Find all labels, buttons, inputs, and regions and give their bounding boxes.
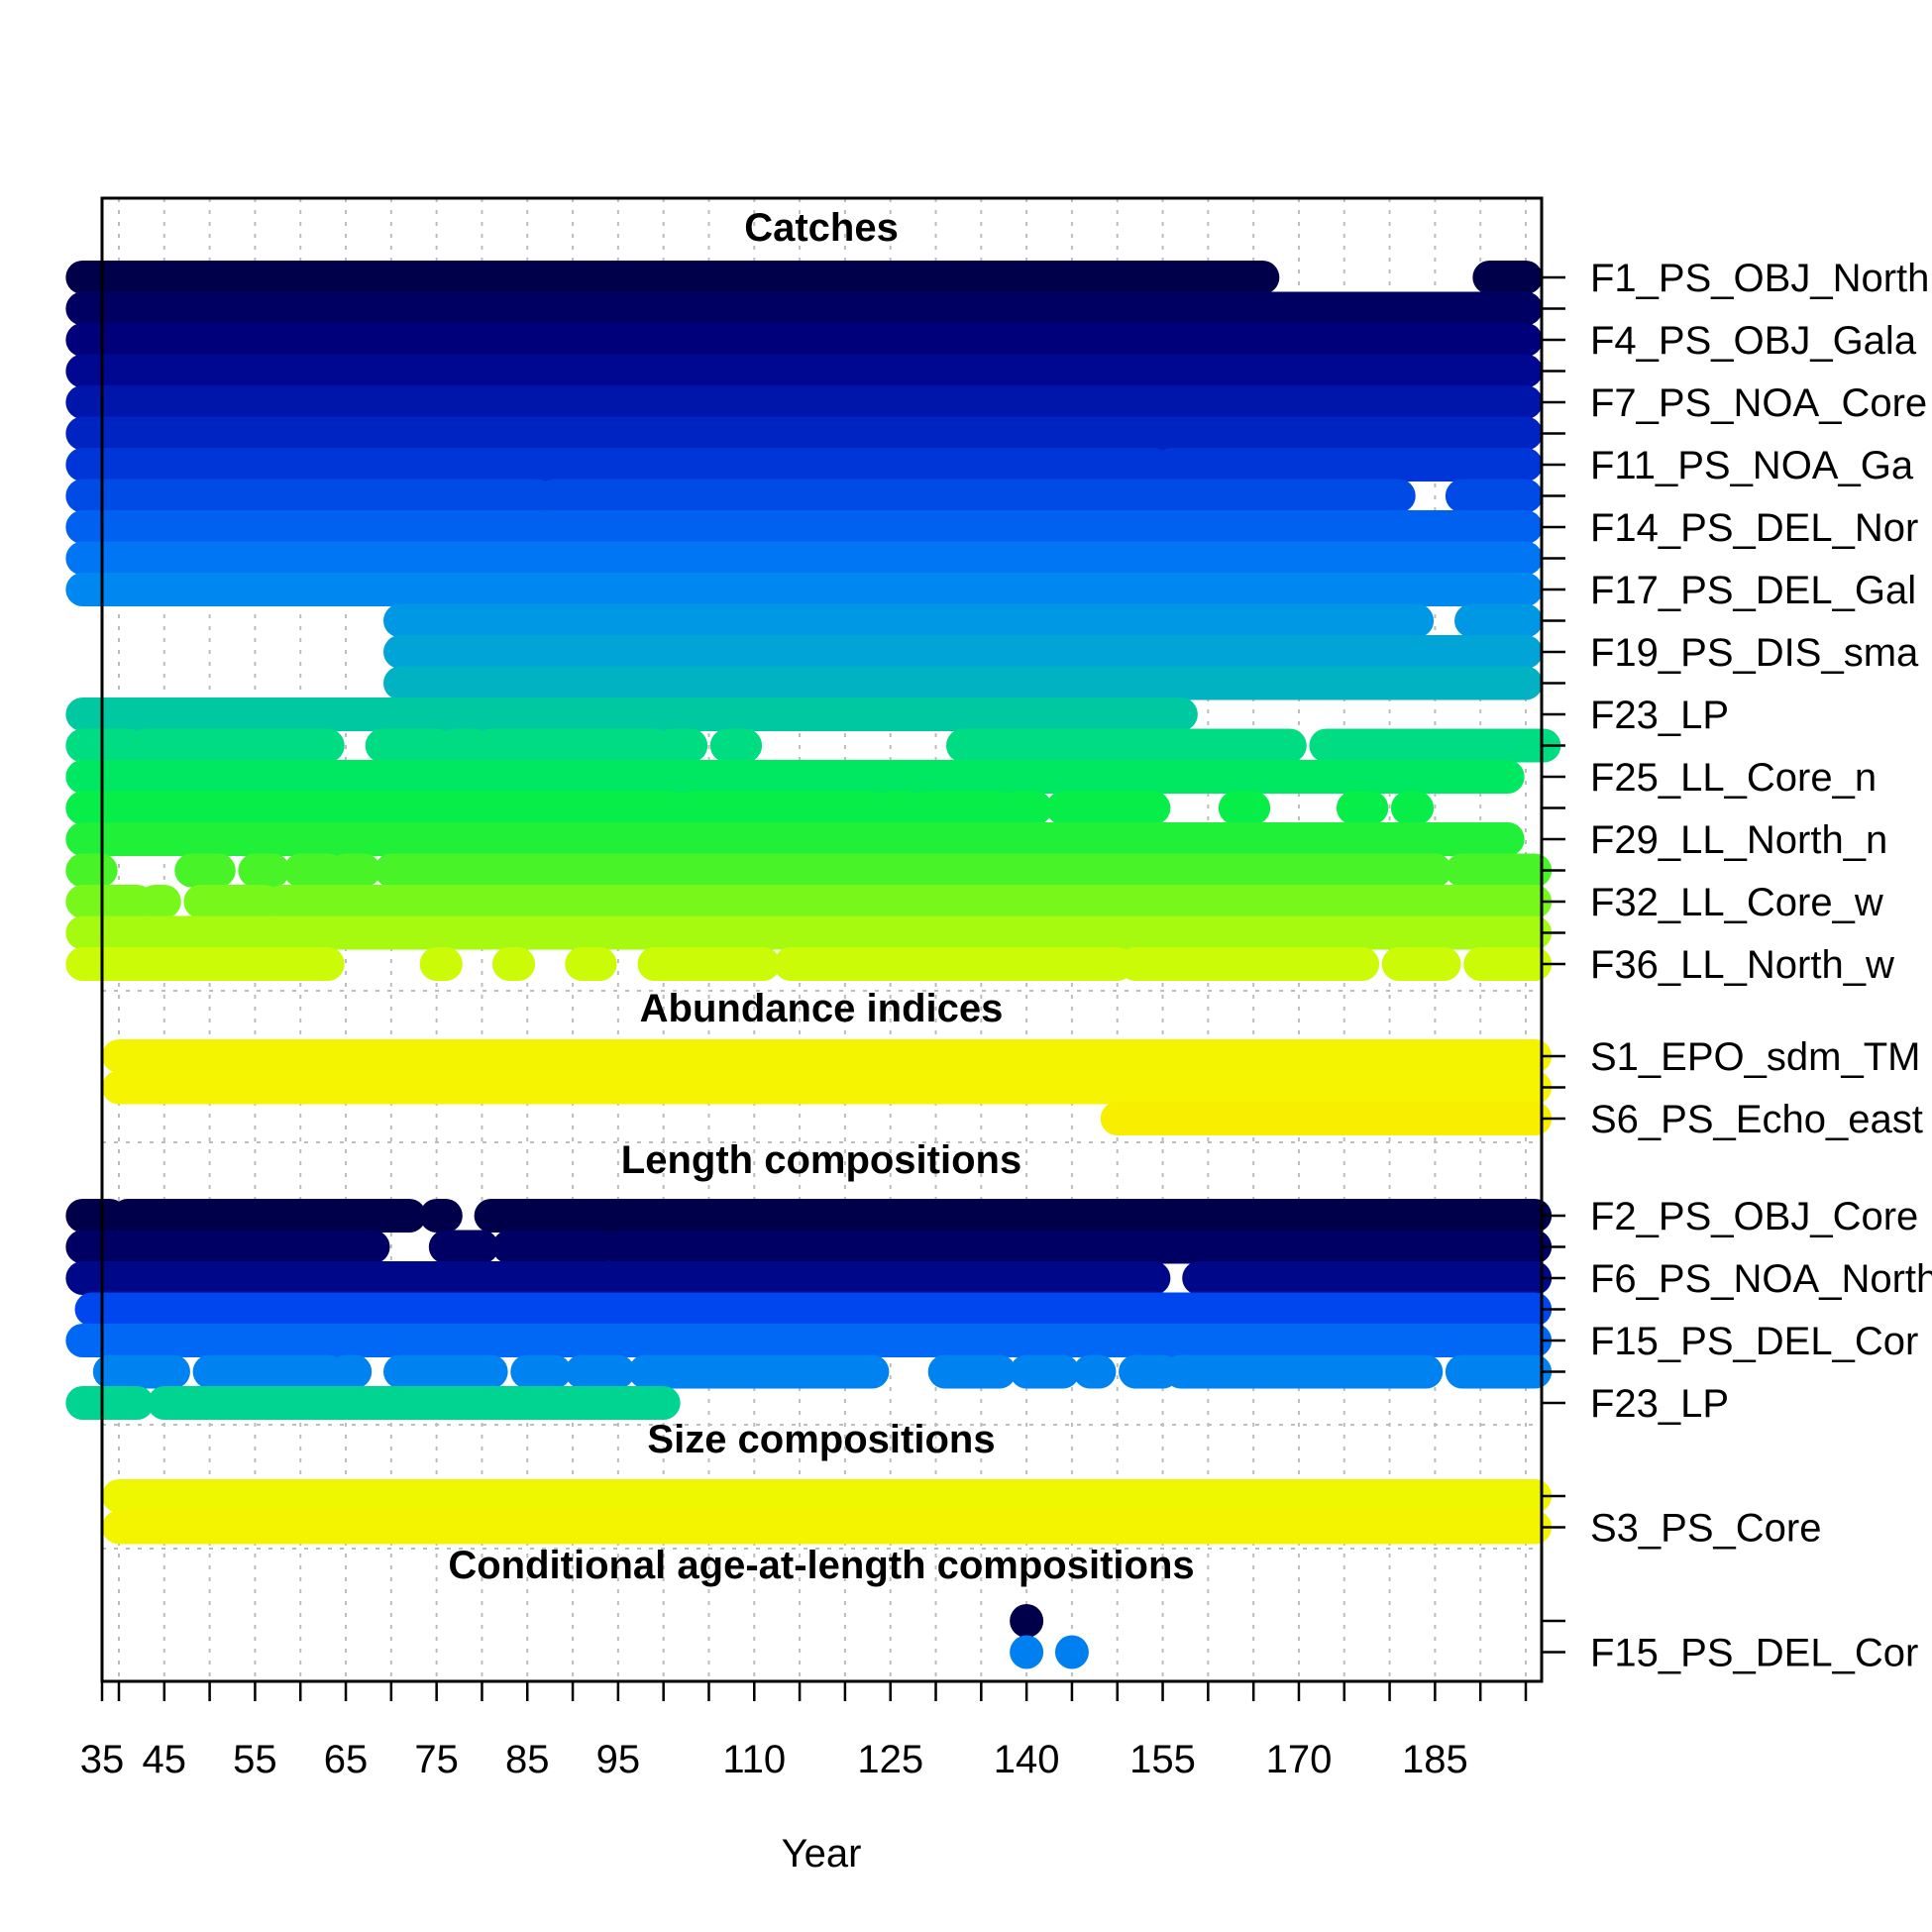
fleet-label: F25_LL_Core_n xyxy=(1590,756,1877,800)
fleet-label: F36_LL_North_w xyxy=(1590,943,1894,987)
x-tick-label: 35 xyxy=(80,1738,125,1781)
x-tick-label: 75 xyxy=(414,1738,459,1781)
x-tick-label: 155 xyxy=(1129,1738,1196,1781)
x-axis: 35 45 55 65 75 85 95 110 125 140 155 170 185 xyxy=(80,1681,1528,1781)
x-axis-label: Year xyxy=(782,1832,862,1876)
section-title: Catches xyxy=(744,206,899,250)
fleet-label: F1_PS_OBJ_North xyxy=(1590,257,1929,300)
section-title: Conditional age-at-length compositions xyxy=(448,1544,1194,1587)
x-tick-label: 125 xyxy=(857,1738,923,1781)
x-tick-label: 85 xyxy=(505,1738,550,1781)
x-tick-label: 45 xyxy=(143,1738,187,1781)
plot-frame xyxy=(100,196,1544,1683)
section-title: Size compositions xyxy=(647,1418,995,1461)
fleet-label: F2_PS_OBJ_Core xyxy=(1590,1195,1918,1238)
fleet-label: S1_EPO_sdm_TM xyxy=(1590,1035,1920,1079)
fleet-label: F7_PS_NOA_Core xyxy=(1590,381,1927,425)
fleet-label: F6_PS_NOA_North xyxy=(1590,1257,1932,1301)
fleet-label: F23_LP xyxy=(1590,694,1729,737)
x-tick-label: 140 xyxy=(994,1738,1060,1781)
fleet-label: F15_PS_DEL_Cor xyxy=(1590,1632,1918,1675)
fleet-label: F29_LL_North_n xyxy=(1590,818,1887,862)
section-titles: Catches Abundance indices Length compositi… xyxy=(448,206,1194,1587)
fleet-label: F23_LP xyxy=(1590,1382,1729,1426)
fleet-label: F11_PS_NOA_Ga xyxy=(1590,444,1914,487)
fleet-label: F19_PS_DIS_sma xyxy=(1590,631,1919,675)
fleet-label: F15_PS_DEL_Cor xyxy=(1590,1320,1918,1363)
fleet-label: F4_PS_OBJ_Gala xyxy=(1590,319,1917,363)
x-tick-label: 110 xyxy=(722,1738,786,1781)
x-tick-label: 185 xyxy=(1402,1738,1468,1781)
x-tick-label: 170 xyxy=(1266,1738,1333,1781)
fleet-label: F14_PS_DEL_Nor xyxy=(1590,506,1918,550)
x-tick-label: 95 xyxy=(596,1738,641,1781)
x-tick-label: 65 xyxy=(324,1738,369,1781)
fleet-label: F17_PS_DEL_Gal xyxy=(1590,569,1916,612)
section-title: Abundance indices xyxy=(640,987,1004,1030)
fleet-label: S3_PS_Core xyxy=(1590,1507,1821,1551)
fleet-label: S6_PS_Echo_east xyxy=(1590,1098,1923,1141)
fleet-label: F32_LL_Core_w xyxy=(1590,881,1883,924)
y-axis-right: F1_PS_OBJ_North F4_PS_OBJ_Gala F7_PS_NOA_C… xyxy=(1542,257,1932,1675)
grid-layer xyxy=(102,198,1542,1681)
marks-layer xyxy=(65,261,1561,1669)
x-tick-label: 55 xyxy=(233,1738,277,1781)
section-title: Length compositions xyxy=(621,1138,1021,1182)
